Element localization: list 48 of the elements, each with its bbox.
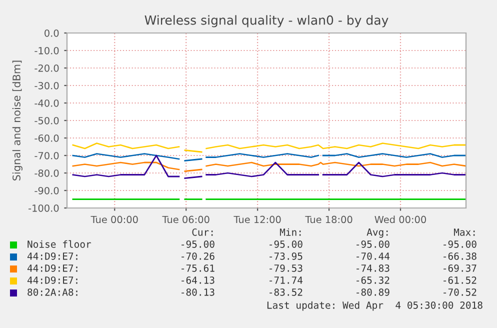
text: -70.52 — [444, 288, 476, 296]
y-tick-label: 0.0 — [44, 29, 59, 37]
y-tick-label: -80.0 — [34, 169, 59, 177]
text: -95.00 — [270, 240, 302, 248]
text: -80.89 — [356, 288, 390, 296]
text: -70.26 — [182, 252, 214, 260]
text: Avg: — [366, 228, 388, 238]
y-tick-label: -30.0 — [34, 82, 59, 90]
y-tick-label: -70.0 — [34, 152, 59, 160]
text: -66.38 — [444, 252, 476, 260]
chart-title: Wireless signal quality - wlan0 - by day — [144, 15, 388, 28]
x-tick-label: Wed 00:00 — [374, 216, 426, 224]
y-tick-label: -90.0 — [34, 186, 59, 194]
x-tick-label: Tue 18:00 — [305, 216, 352, 224]
text: -70.44 — [356, 252, 390, 260]
text: -65.32 — [356, 276, 390, 284]
text: -79.53 — [270, 264, 302, 272]
y-tick-label: -10.0 — [34, 46, 59, 54]
text: -73.95 — [270, 252, 302, 260]
y-axis-title: Signal and noise [dBm] — [12, 60, 22, 180]
legend-label: 44:D9:E7: — [27, 264, 78, 272]
text: -74.83 — [356, 264, 390, 272]
y-tick-label: -100.0 — [28, 204, 59, 212]
x-tick-label: Tue 12:00 — [234, 216, 281, 224]
text: Last update: Wed Apr 4 05:30:00 2018 — [267, 301, 482, 311]
legend-label: 44:D9:E7: — [27, 252, 78, 260]
legend-label: 80:2A:A8: — [28, 288, 78, 296]
text: -83.52 — [270, 288, 302, 296]
y-tick-label: -20.0 — [34, 64, 59, 72]
legend-label: 44:D9:E7: — [27, 276, 78, 284]
text: -71.74 — [270, 276, 303, 284]
text: -69.37 — [444, 264, 476, 272]
text: Max: — [454, 228, 475, 236]
text: -95.00 — [182, 240, 214, 248]
y-tick-label: -40.0 — [34, 99, 59, 107]
text: -95.00 — [356, 240, 390, 248]
x-tick-label: Tue 06:00 — [162, 216, 210, 224]
text: -80.13 — [182, 288, 214, 296]
text: -64.13 — [182, 276, 214, 284]
text: -95.00 — [444, 240, 476, 248]
legend-label: Noise floor — [28, 240, 92, 248]
y-tick-label: -50.0 — [34, 116, 59, 124]
text: -75.61 — [182, 264, 214, 272]
text: Cur: — [192, 228, 213, 236]
text: -61.52 — [444, 276, 476, 284]
y-tick-label: -60.0 — [34, 134, 59, 142]
text: Min: — [280, 228, 301, 236]
x-tick-label: Tue 00:00 — [90, 216, 138, 224]
